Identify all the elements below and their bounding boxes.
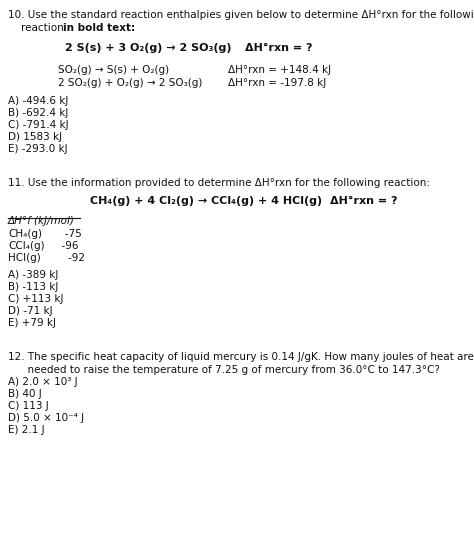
Text: ΔH°rxn = ?: ΔH°rxn = ? [330,196,398,206]
Text: reaction: reaction [8,23,67,33]
Text: -92: -92 [55,253,85,263]
Text: D) -71 kJ: D) -71 kJ [8,306,53,316]
Text: 2 S(s) + 3 O₂(g) → 2 SO₃(g): 2 S(s) + 3 O₂(g) → 2 SO₃(g) [65,43,231,53]
Text: D) 1583 kJ: D) 1583 kJ [8,132,62,142]
Text: 2 SO₂(g) + O₂(g) → 2 SO₃(g): 2 SO₂(g) + O₂(g) → 2 SO₃(g) [58,78,202,88]
Text: ΔH°rxn = ?: ΔH°rxn = ? [245,43,312,53]
Text: C) 113 J: C) 113 J [8,401,49,411]
Text: D) 5.0 × 10⁻⁴ J: D) 5.0 × 10⁻⁴ J [8,413,84,423]
Text: SO₂(g) → S(s) + O₂(g): SO₂(g) → S(s) + O₂(g) [58,65,169,75]
Text: A) 2.0 × 10³ J: A) 2.0 × 10³ J [8,377,78,387]
Text: in bold text:: in bold text: [63,23,135,33]
Text: A) -494.6 kJ: A) -494.6 kJ [8,96,68,106]
Text: C) +113 kJ: C) +113 kJ [8,294,64,304]
Text: needed to raise the temperature of 7.25 g of mercury from 36.0°C to 147.3°C?: needed to raise the temperature of 7.25 … [8,365,440,375]
Text: E) -293.0 kJ: E) -293.0 kJ [8,144,68,154]
Text: -96: -96 [55,241,79,251]
Text: B) 40 J: B) 40 J [8,389,42,399]
Text: 10. Use the standard reaction enthalpies given below to determine ΔH°rxn for the: 10. Use the standard reaction enthalpies… [8,10,474,20]
Text: CCl₄(g): CCl₄(g) [8,241,45,251]
Text: ΔH°f (kJ/mol): ΔH°f (kJ/mol) [8,216,75,226]
Text: A) -389 kJ: A) -389 kJ [8,270,58,280]
Text: HCl(g): HCl(g) [8,253,41,263]
Text: ΔH°rxn = +148.4 kJ: ΔH°rxn = +148.4 kJ [228,65,331,75]
Text: 12. The specific heat capacity of liquid mercury is 0.14 J/gK. How many joules o: 12. The specific heat capacity of liquid… [8,352,474,362]
Text: CH₄(g): CH₄(g) [8,229,42,239]
Text: C) -791.4 kJ: C) -791.4 kJ [8,120,69,130]
Text: E) 2.1 J: E) 2.1 J [8,425,45,435]
Text: B) -692.4 kJ: B) -692.4 kJ [8,108,68,118]
Text: ΔH°rxn = -197.8 kJ: ΔH°rxn = -197.8 kJ [228,78,326,88]
Text: E) +79 kJ: E) +79 kJ [8,318,56,328]
Text: -75: -75 [55,229,82,239]
Text: CH₄(g) + 4 Cl₂(g) → CCl₄(g) + 4 HCl(g): CH₄(g) + 4 Cl₂(g) → CCl₄(g) + 4 HCl(g) [90,196,322,206]
Text: 11. Use the information provided to determine ΔH°rxn for the following reaction:: 11. Use the information provided to dete… [8,178,430,188]
Text: B) -113 kJ: B) -113 kJ [8,282,58,292]
